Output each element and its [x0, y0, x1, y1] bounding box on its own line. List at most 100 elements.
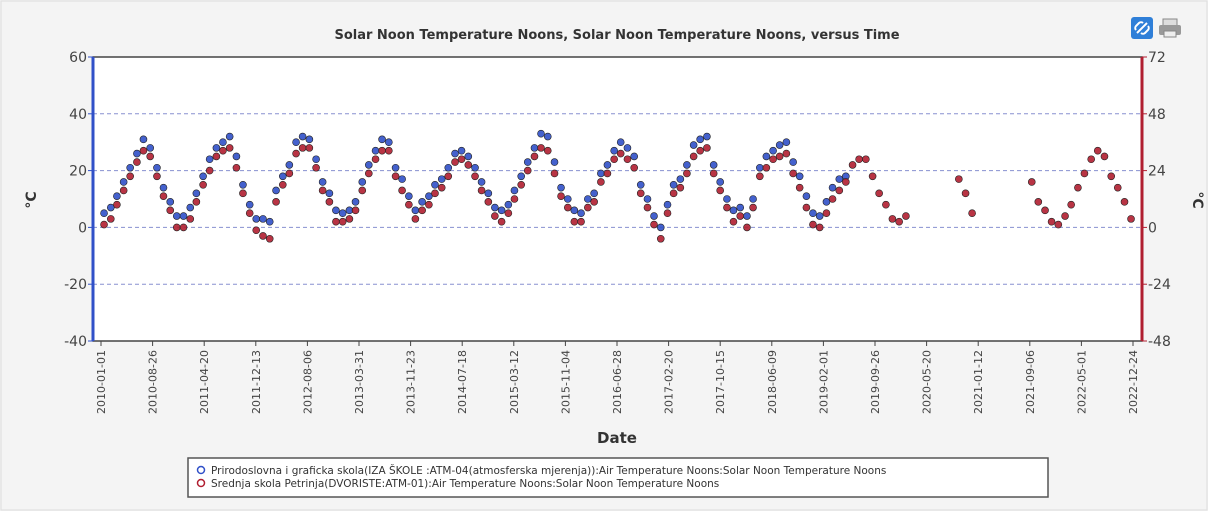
y2-tick-label: 0 — [1148, 220, 1157, 236]
point — [723, 195, 731, 203]
point — [477, 186, 486, 195]
point — [265, 234, 274, 243]
point — [584, 195, 592, 203]
point — [1061, 212, 1069, 220]
point — [537, 129, 545, 138]
point — [146, 152, 155, 161]
point — [703, 144, 711, 152]
point — [126, 163, 134, 172]
x-tick-label: 2011-12-13 — [250, 350, 263, 414]
point — [709, 161, 718, 169]
y2-tick-label: -24 — [1148, 277, 1171, 293]
point — [153, 172, 161, 181]
point — [484, 198, 493, 206]
point — [795, 172, 804, 181]
x-tick-label: 2018-06-09 — [766, 350, 779, 414]
y2-axis-label: °C — [1189, 191, 1205, 208]
link-icon[interactable] — [1131, 17, 1153, 39]
point — [756, 172, 764, 181]
x-tick-label: 2011-04-20 — [198, 350, 211, 414]
point — [729, 217, 738, 226]
x-tick-label: 2013-03-31 — [353, 350, 366, 414]
x-tick-label: 2016-06-28 — [611, 350, 624, 414]
x-tick-label: 2017-10-15 — [714, 350, 727, 414]
point — [425, 200, 433, 209]
point — [232, 163, 241, 172]
point — [828, 183, 837, 192]
point — [166, 206, 175, 215]
point — [451, 158, 459, 166]
point — [530, 152, 539, 161]
point — [425, 192, 433, 200]
point — [504, 209, 513, 217]
point — [584, 203, 592, 212]
point — [351, 198, 360, 206]
legend-label: Srednja skola Petrinja(DVORISTE:ATM-01):… — [211, 478, 719, 490]
point — [822, 198, 831, 206]
point — [563, 203, 572, 212]
point — [232, 152, 241, 161]
point — [809, 209, 817, 217]
point — [530, 144, 539, 152]
point — [371, 155, 380, 164]
point — [225, 144, 234, 152]
x-tick-label: 2021-01-12 — [972, 350, 985, 414]
point — [669, 189, 678, 198]
point — [570, 206, 579, 215]
point — [1127, 215, 1135, 223]
legend-marker — [196, 465, 206, 475]
point — [405, 192, 413, 200]
point — [543, 146, 552, 155]
x-tick-label: 2019-09-26 — [869, 350, 882, 414]
point — [696, 146, 704, 155]
point — [504, 200, 513, 209]
point — [663, 200, 672, 209]
point — [358, 186, 367, 195]
point — [716, 186, 725, 195]
point — [597, 178, 605, 186]
point — [769, 155, 777, 164]
point — [636, 189, 645, 198]
y2-tick-label: 72 — [1148, 50, 1166, 66]
point — [610, 155, 618, 164]
x-tick-label: 2015-03-12 — [508, 350, 521, 414]
point — [491, 212, 499, 220]
point — [133, 149, 141, 158]
point — [199, 181, 207, 189]
point — [696, 135, 704, 144]
point — [133, 158, 141, 166]
point — [186, 215, 195, 223]
point — [689, 141, 698, 149]
point — [616, 149, 625, 158]
point — [139, 135, 148, 144]
point — [318, 186, 327, 195]
point — [902, 212, 910, 220]
point — [1087, 155, 1095, 164]
point — [305, 144, 314, 152]
point — [338, 217, 347, 226]
point — [259, 215, 267, 223]
point — [756, 163, 764, 172]
point — [239, 181, 247, 189]
x-axis-label: Date — [597, 429, 637, 447]
point — [332, 206, 340, 215]
point — [298, 132, 307, 141]
point — [477, 178, 486, 186]
point — [464, 152, 473, 161]
point — [709, 169, 718, 178]
point — [842, 178, 850, 186]
point — [491, 203, 499, 212]
x-tick-label: 2012-08-06 — [301, 350, 314, 414]
point — [471, 172, 479, 181]
chart-title: Solar Noon Temperature Noons, Solar Noon… — [334, 28, 899, 43]
y2-tick-label: 24 — [1148, 164, 1166, 180]
point — [106, 203, 115, 212]
point — [199, 172, 207, 181]
print-icon[interactable] — [1159, 18, 1181, 38]
point — [272, 186, 280, 195]
point — [828, 195, 837, 203]
point — [855, 155, 863, 164]
point — [650, 212, 658, 220]
point — [650, 220, 658, 229]
point — [186, 203, 195, 212]
